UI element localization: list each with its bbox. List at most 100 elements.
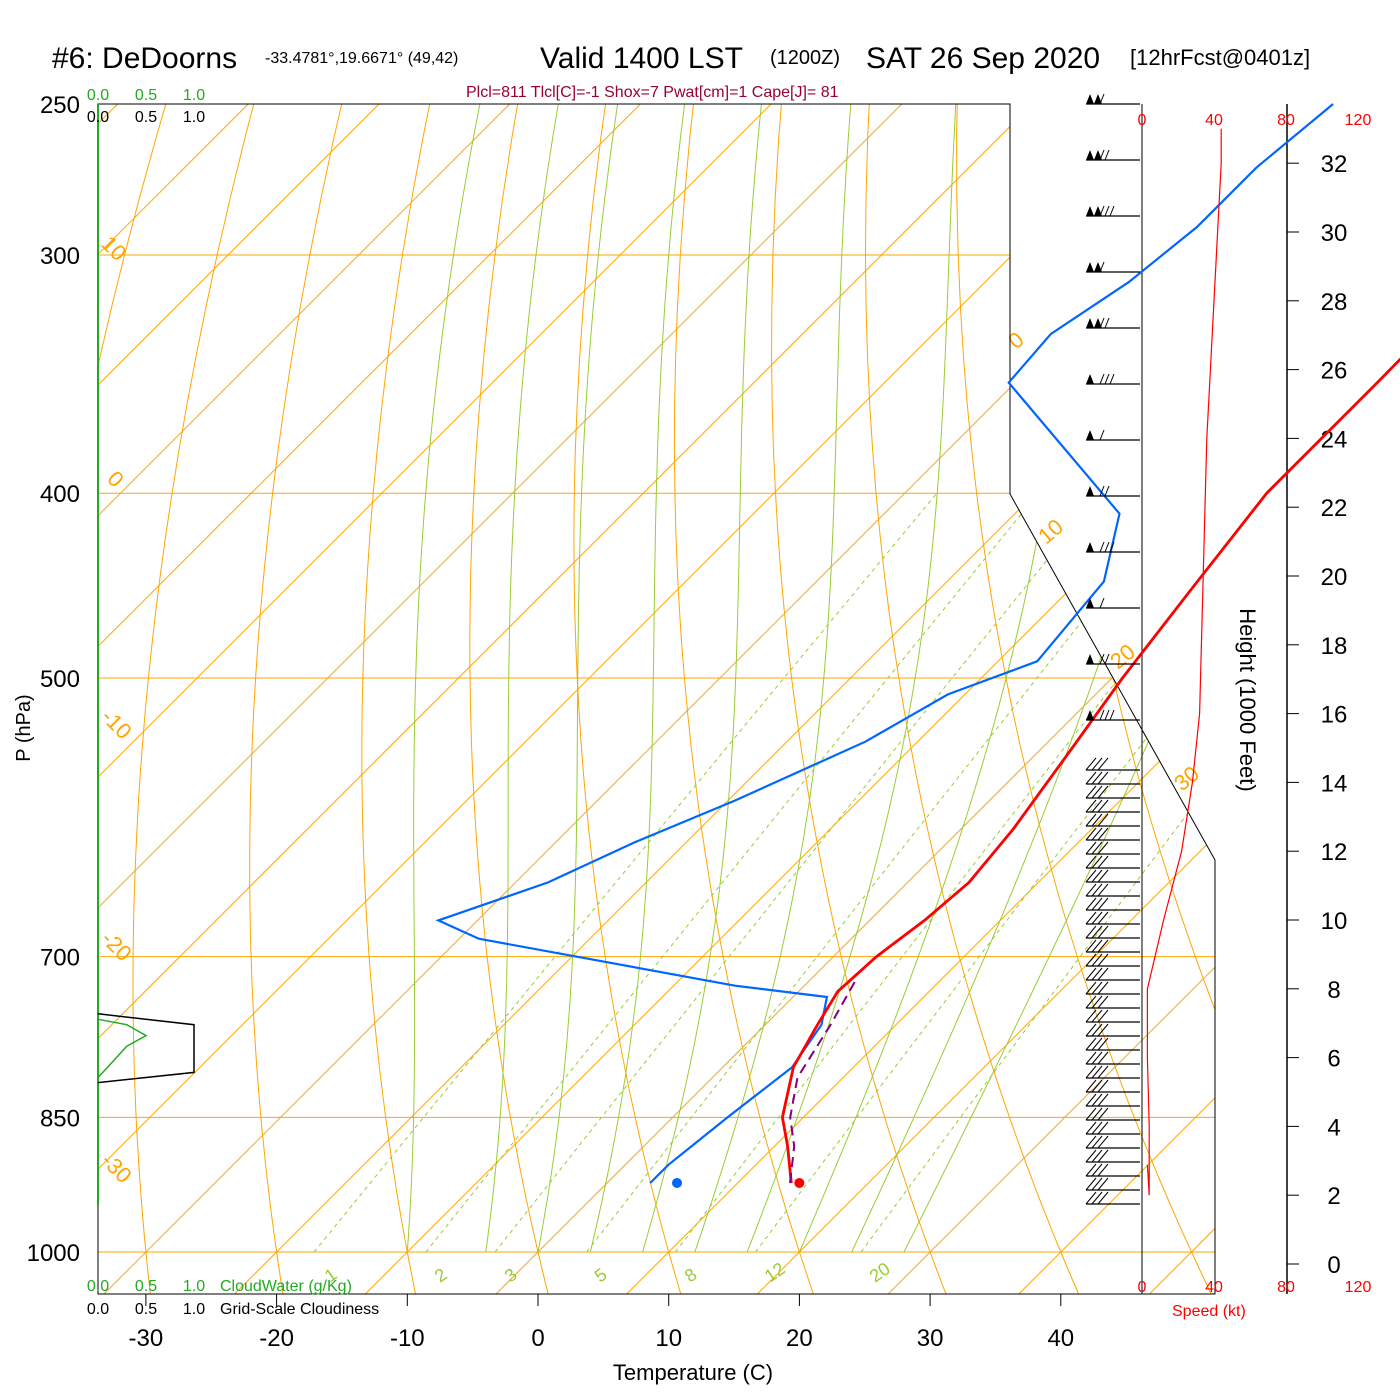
mixing-ratio-line bbox=[860, 492, 1215, 1253]
height-tick-label: 30 bbox=[1321, 220, 1348, 247]
station-coords: -33.4781°,19.6671° (49,42) bbox=[265, 50, 458, 67]
wind-barb bbox=[1085, 995, 1140, 1009]
cloudiness-tick-bottom: 0.5 bbox=[135, 1301, 157, 1318]
wind-barb bbox=[1085, 1009, 1140, 1023]
cloudiness-tick-top: 0.0 bbox=[87, 109, 109, 126]
height-tick-label: 28 bbox=[1321, 289, 1348, 316]
cloudiness-tick-top: 0.5 bbox=[135, 109, 157, 126]
surface-temperature-dot bbox=[794, 1177, 805, 1188]
wind-barb bbox=[1086, 261, 1140, 273]
cloudiness-label: Grid-Scale Cloudiness bbox=[220, 1301, 379, 1318]
wind-barb bbox=[1085, 1079, 1140, 1093]
x-axis-label: Temperature (C) bbox=[613, 1360, 773, 1385]
speed-tick-bottom: 0 bbox=[1138, 1279, 1147, 1296]
surface-dewpoint-dot bbox=[672, 1177, 683, 1188]
speed-tick-top: 0 bbox=[1138, 112, 1147, 129]
cloudiness-tick-bottom: 1.0 bbox=[183, 1301, 205, 1318]
wind-barb bbox=[1085, 1191, 1140, 1205]
valid-date: SAT 26 Sep 2020 bbox=[866, 42, 1100, 75]
wind-barb bbox=[1085, 855, 1140, 869]
dry-adiabat bbox=[956, 104, 1215, 1294]
cloudiness-tick-top: 1.0 bbox=[183, 109, 205, 126]
wind-barb bbox=[1085, 967, 1140, 981]
moist-adiabat bbox=[485, 104, 559, 1253]
speed-tick-bottom: 40 bbox=[1205, 1279, 1223, 1296]
wind-barb bbox=[1085, 841, 1140, 855]
isotherm-line bbox=[98, 104, 434, 1294]
moist-adiabat bbox=[589, 104, 686, 1253]
moist-adiabat bbox=[642, 104, 762, 1253]
dry-adiabat-label: 10 bbox=[1033, 514, 1068, 549]
wind-barb bbox=[1085, 1135, 1140, 1149]
height-tick-label: 22 bbox=[1321, 495, 1348, 522]
pressure-tick-label: 700 bbox=[40, 945, 80, 972]
dry-adiabat bbox=[132, 104, 264, 1294]
isotherm-line bbox=[197, 104, 1215, 1294]
dry-adiabat-label: 30 bbox=[1169, 761, 1204, 796]
station-title: #6: DeDoorns bbox=[52, 42, 237, 75]
height-tick-label: 24 bbox=[1321, 426, 1348, 453]
wind-barb bbox=[1085, 799, 1140, 813]
mixing-ratio-line bbox=[425, 492, 1039, 1253]
temperature-tick-label: -30 bbox=[129, 1325, 164, 1352]
temperature-tick-label: -10 bbox=[390, 1325, 425, 1352]
mixing-ratio-label: 5 bbox=[591, 1264, 611, 1286]
isotherm-line bbox=[98, 104, 1087, 1294]
speed-tick-bottom: 120 bbox=[1345, 1279, 1372, 1296]
isotherm-line bbox=[589, 104, 1215, 1294]
plot-frame bbox=[97, 103, 1216, 1295]
wind-barb bbox=[1085, 1107, 1140, 1121]
wind-barb bbox=[1085, 869, 1140, 883]
dry-adiabat-label: -20 bbox=[96, 926, 136, 966]
wind-speed-line bbox=[1146, 128, 1222, 1196]
wind-barb bbox=[1085, 1037, 1140, 1051]
dry-adiabat bbox=[673, 104, 827, 1294]
mixing-ratio-label: 8 bbox=[681, 1264, 701, 1286]
pressure-tick-label: 850 bbox=[40, 1105, 80, 1132]
mixing-ratio-label: 2 bbox=[431, 1264, 451, 1286]
wind-barb bbox=[1086, 485, 1140, 497]
isotherm-line bbox=[98, 104, 565, 1294]
dry-adiabat bbox=[98, 104, 177, 1294]
wind-barb bbox=[1085, 757, 1140, 771]
cloudwater-tick-bottom: 0.0 bbox=[87, 1278, 109, 1295]
isotherm-line bbox=[98, 104, 826, 1294]
isotherm-line bbox=[328, 104, 1215, 1294]
isotherm-line bbox=[720, 104, 1215, 1294]
speed-tick-top: 80 bbox=[1277, 112, 1295, 129]
wind-barb bbox=[1086, 317, 1140, 329]
wind-barb bbox=[1085, 897, 1140, 911]
wind-barb bbox=[1085, 1177, 1140, 1191]
moist-adiabat bbox=[537, 104, 619, 1253]
isotherm-line bbox=[98, 104, 695, 1294]
dry-adiabat-label: 0 bbox=[1003, 327, 1028, 354]
isotherm-line bbox=[850, 104, 1215, 1294]
wind-barb bbox=[1086, 429, 1140, 441]
wind-barb bbox=[1086, 205, 1140, 217]
isotherm-line bbox=[98, 104, 1215, 1294]
speed-tick-top: 40 bbox=[1205, 112, 1223, 129]
wind-barb bbox=[1085, 813, 1140, 827]
mixing-ratio-label: 12 bbox=[761, 1258, 789, 1286]
wind-barb bbox=[1085, 925, 1140, 939]
mixing-ratio-line bbox=[494, 492, 1102, 1253]
utc-time: (1200Z) bbox=[770, 47, 840, 69]
speed-tick-top: 120 bbox=[1345, 112, 1372, 129]
cloudwater-line bbox=[97, 1018, 148, 1079]
temperature-tick-label: 40 bbox=[1047, 1325, 1074, 1352]
wind-barb bbox=[1086, 149, 1140, 161]
wind-barb bbox=[1086, 93, 1140, 105]
height-tick-label: 6 bbox=[1327, 1046, 1340, 1073]
chart-marks bbox=[97, 93, 1400, 1205]
height-tick-label: 12 bbox=[1321, 839, 1348, 866]
wind-barb bbox=[1086, 653, 1140, 665]
wind-barb bbox=[1085, 1051, 1140, 1065]
wind-barb bbox=[1086, 541, 1140, 553]
wind-barb bbox=[1085, 1065, 1140, 1079]
temperature-tick-label: -20 bbox=[259, 1325, 294, 1352]
height-tick-label: 16 bbox=[1321, 702, 1348, 729]
forecast-label: [12hrFcst@0401z] bbox=[1130, 45, 1310, 70]
cloudwater-label: CloudWater (g/Kg) bbox=[220, 1278, 352, 1295]
